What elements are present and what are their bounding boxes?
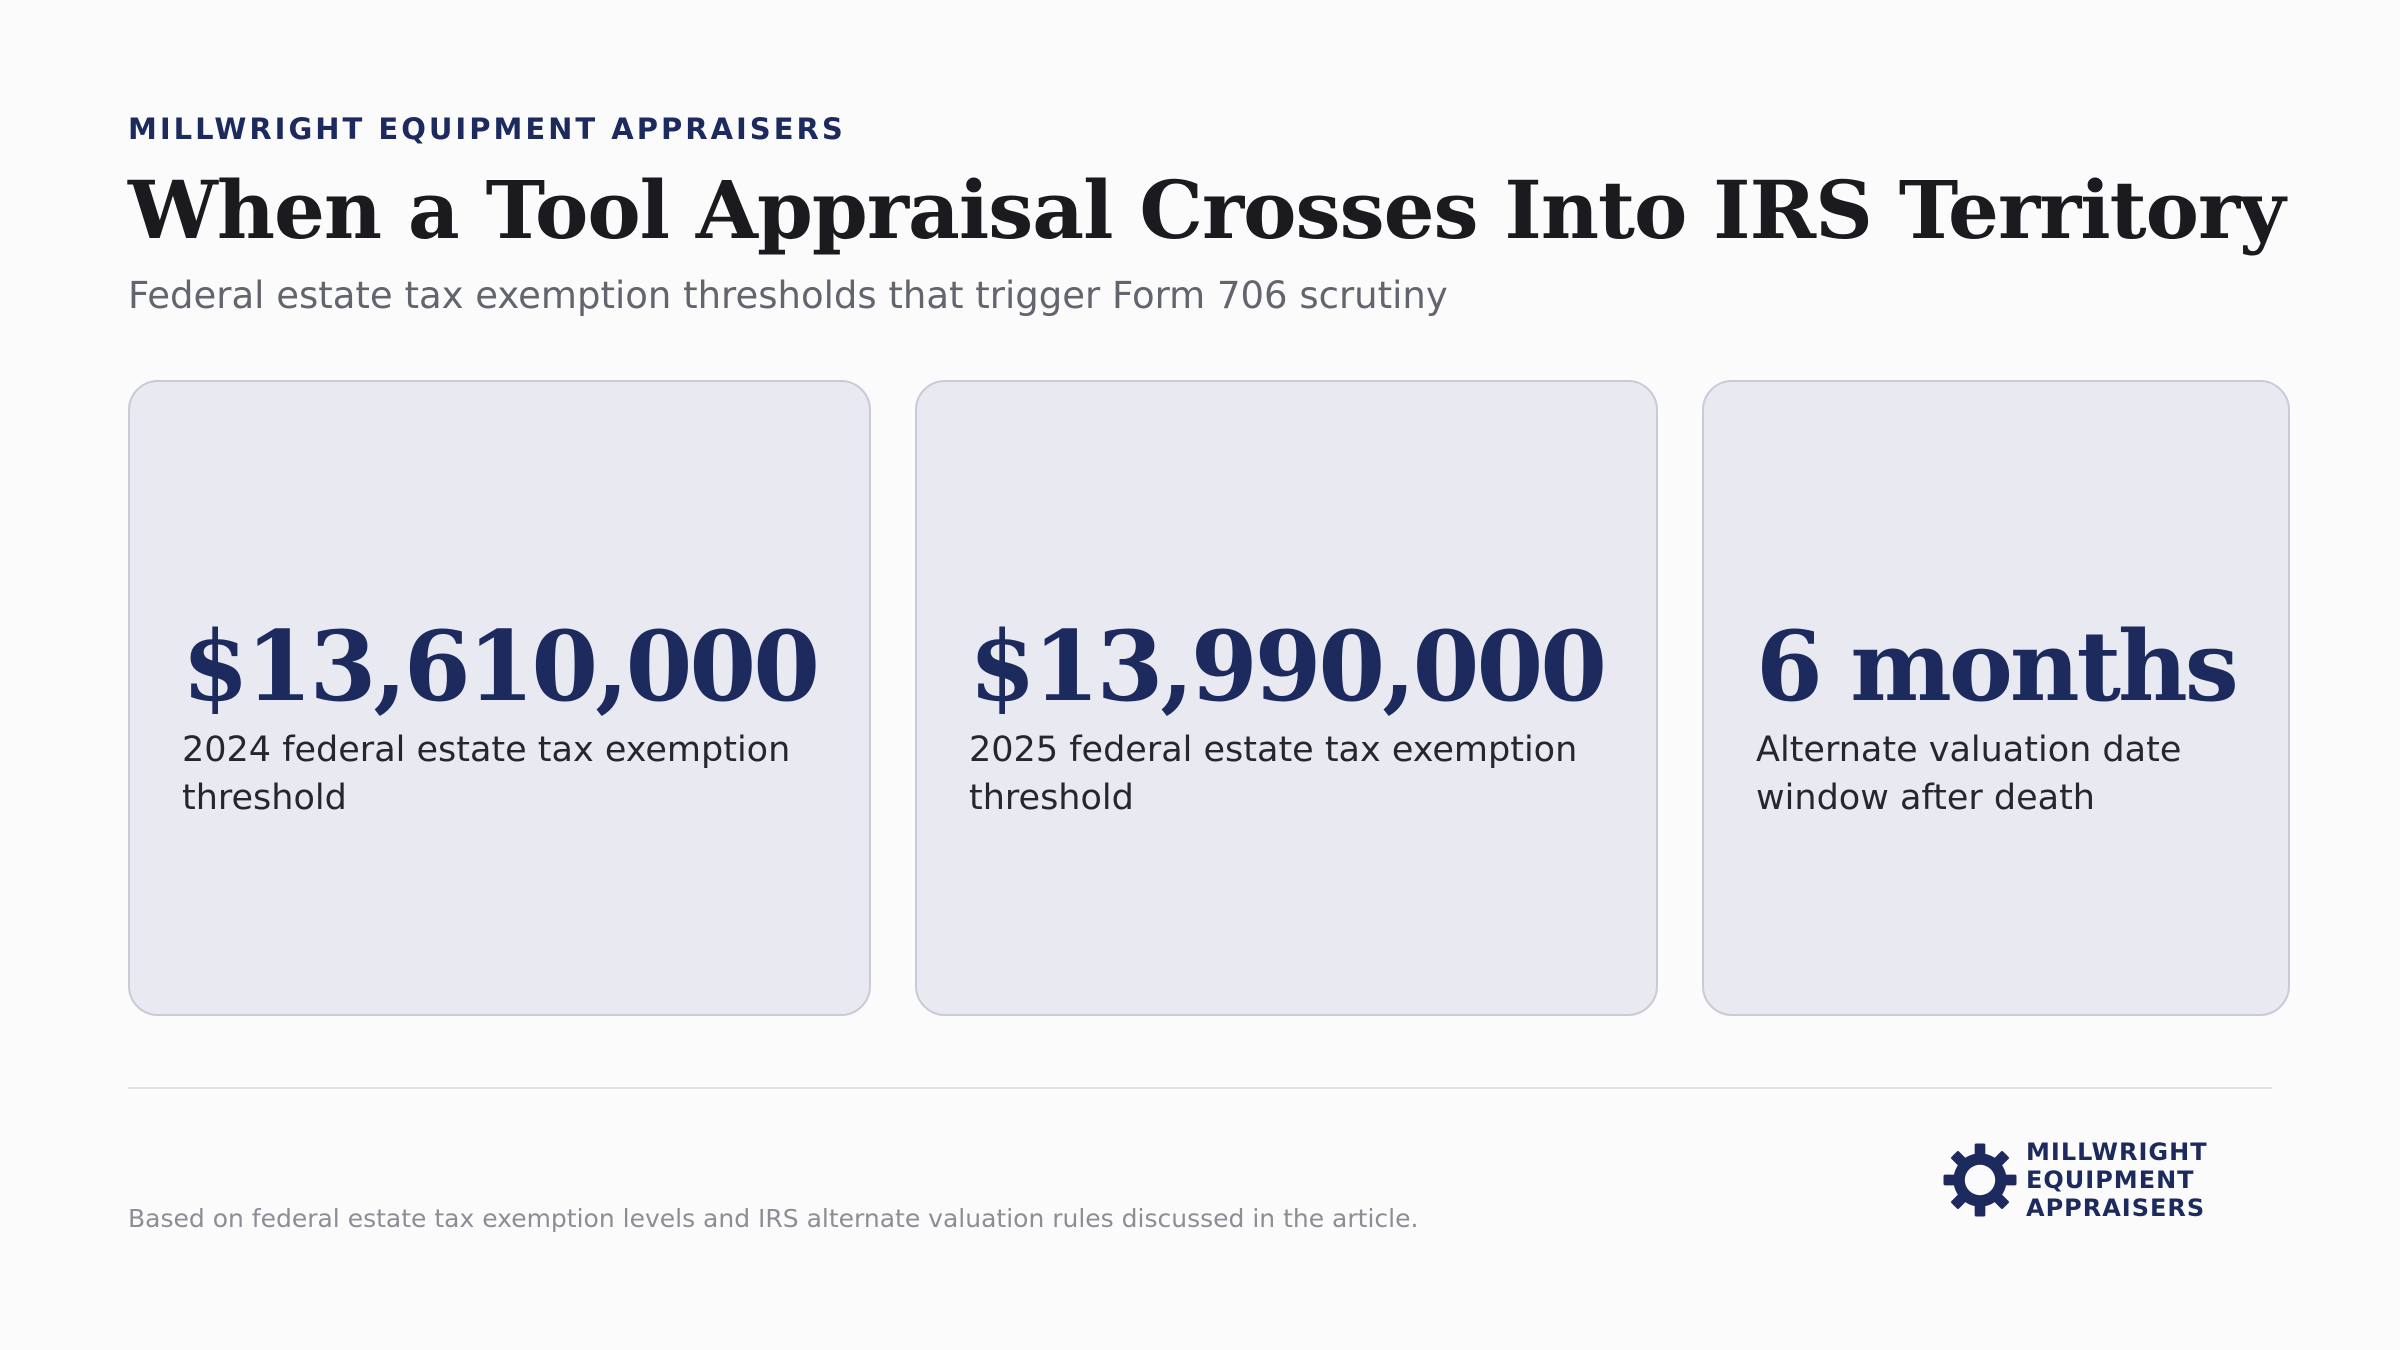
stat-card-2024-exemption: $13,610,000 2024 federal estate tax exem… <box>128 380 872 1016</box>
stat-label: Alternate valuation date window after de… <box>1756 730 2182 818</box>
logo-wordmark: MILLWRIGHT EQUIPMENT APPRAISERS <box>2026 1138 2208 1222</box>
logo-line: APPRAISERS <box>2026 1194 2206 1222</box>
footer-divider <box>128 1087 2272 1089</box>
stat-label: 2024 federal estate tax exemption thresh… <box>182 730 791 818</box>
brand-logo: MILLWRIGHT EQUIPMENT APPRAISERS <box>1942 1138 2208 1222</box>
logo-line: EQUIPMENT <box>2026 1166 2195 1194</box>
stat-card-valuation-window: 6 months Alternate valuation date window… <box>1702 380 2290 1016</box>
stat-cards: $13,610,000 2024 federal estate tax exem… <box>128 380 2290 1016</box>
gear-icon <box>1943 1143 2017 1217</box>
stat-value: $13,990,000 <box>969 610 1607 723</box>
source-note: Based on federal estate tax exemption le… <box>128 1204 1419 1233</box>
stat-card-2025-exemption: $13,990,000 2025 federal estate tax exem… <box>915 380 1659 1016</box>
logo-line: MILLWRIGHT <box>2026 1138 2208 1166</box>
stat-value: $13,610,000 <box>182 610 820 723</box>
stat-label: 2025 federal estate tax exemption thresh… <box>969 730 1578 818</box>
page-title: When a Tool Appraisal Crosses Into IRS T… <box>128 163 2286 257</box>
stat-value: 6 months <box>1756 610 2239 723</box>
page-subtitle: Federal estate tax exemption thresholds … <box>128 274 1448 317</box>
eyebrow-brand: MILLWRIGHT EQUIPMENT APPRAISERS <box>128 112 846 146</box>
